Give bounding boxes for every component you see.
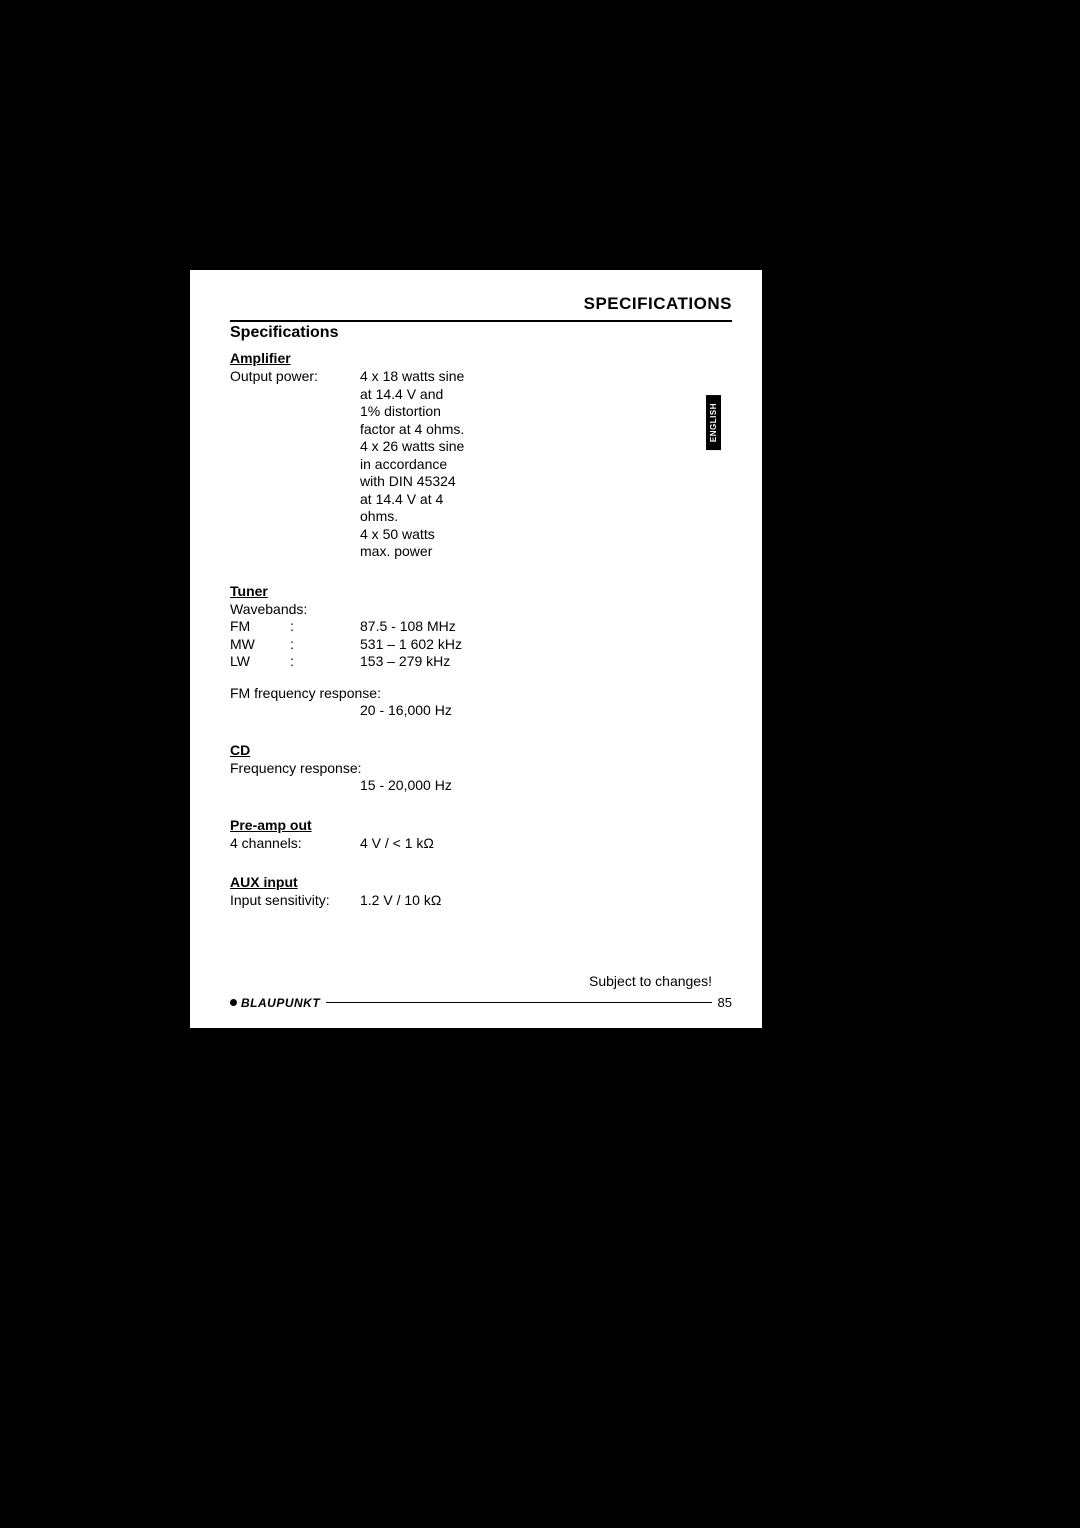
preamp-label: 4 channels: xyxy=(230,835,360,853)
band-row: MW : 531 – 1 602 kHz xyxy=(230,636,732,654)
aux-row: Input sensitivity: 1.2 V / 10 kΩ xyxy=(230,892,732,910)
amplifier-row: Output power: 4 x 18 watts sine at 14.4 … xyxy=(230,368,732,561)
cd-heading: CD xyxy=(230,742,732,758)
band-row: LW : 153 – 279 kHz xyxy=(230,653,732,671)
band-colon: : xyxy=(290,636,360,654)
tuner-heading: Tuner xyxy=(230,583,732,599)
amp-line: 4 x 18 watts sine xyxy=(360,368,500,386)
aux-value: 1.2 V / 10 kΩ xyxy=(360,892,500,910)
cd-freq-value: 15 - 20,000 Hz xyxy=(360,777,732,795)
amplifier-heading: Amplifier xyxy=(230,350,732,366)
cd-block: Frequency response: 15 - 20,000 Hz xyxy=(230,760,732,795)
amp-line: factor at 4 ohms. xyxy=(360,421,500,439)
band-colon: : xyxy=(290,618,360,636)
section-title: Specifications xyxy=(230,324,732,342)
brand-text: BLAUPUNKT xyxy=(241,996,320,1010)
preamp-heading: Pre-amp out xyxy=(230,817,732,833)
page-footer: Subject to changes! BLAUPUNKT 85 xyxy=(230,973,732,1010)
footer-rule xyxy=(326,1002,711,1003)
amp-line: in accordance xyxy=(360,456,500,474)
language-tab: ENGLISH xyxy=(706,395,721,450)
fm-freq-value: 20 - 16,000 Hz xyxy=(360,702,732,720)
cd-freq-label: Frequency response: xyxy=(230,760,732,778)
amp-line: with DIN 45324 xyxy=(360,473,500,491)
page-header: SPECIFICATIONS xyxy=(230,294,732,314)
amplifier-label: Output power: xyxy=(230,368,360,561)
aux-heading: AUX input xyxy=(230,874,732,890)
amp-line: 4 x 26 watts sine xyxy=(360,438,500,456)
brand-dot-icon xyxy=(230,999,237,1006)
band-name: LW xyxy=(230,653,290,671)
band-row: FM : 87.5 - 108 MHz xyxy=(230,618,732,636)
band-colon: : xyxy=(290,653,360,671)
subject-to-changes: Subject to changes! xyxy=(230,973,712,989)
brand-logo: BLAUPUNKT xyxy=(230,996,320,1010)
band-value: 153 – 279 kHz xyxy=(360,653,732,671)
amp-line: at 14.4 V at 4 xyxy=(360,491,500,509)
header-rule xyxy=(230,320,732,322)
footer-line: BLAUPUNKT 85 xyxy=(230,995,732,1010)
amp-line: 4 x 50 watts xyxy=(360,526,500,544)
preamp-row: 4 channels: 4 V / < 1 kΩ xyxy=(230,835,732,853)
fm-freq-label: FM frequency response: xyxy=(230,685,732,703)
amplifier-value: 4 x 18 watts sine at 14.4 V and 1% disto… xyxy=(360,368,500,561)
aux-label: Input sensitivity: xyxy=(230,892,360,910)
amp-line: ohms. xyxy=(360,508,500,526)
amp-line: 1% distortion xyxy=(360,403,500,421)
band-name: MW xyxy=(230,636,290,654)
preamp-value: 4 V / < 1 kΩ xyxy=(360,835,500,853)
amp-line: max. power xyxy=(360,543,500,561)
band-value: 531 – 1 602 kHz xyxy=(360,636,732,654)
page-number: 85 xyxy=(718,995,732,1010)
band-name: FM xyxy=(230,618,290,636)
amp-line: at 14.4 V and xyxy=(360,386,500,404)
document-page: SPECIFICATIONS Specifications Amplifier … xyxy=(190,270,762,1028)
tuner-block: Wavebands: FM : 87.5 - 108 MHz MW : 531 … xyxy=(230,601,732,720)
wavebands-label: Wavebands: xyxy=(230,601,732,619)
band-value: 87.5 - 108 MHz xyxy=(360,618,732,636)
